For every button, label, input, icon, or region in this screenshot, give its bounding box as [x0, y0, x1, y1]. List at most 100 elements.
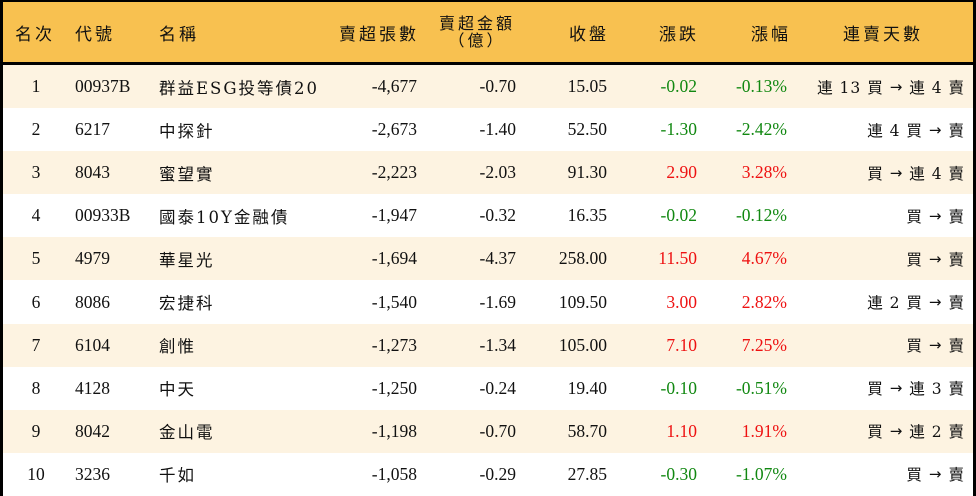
close-cell: 91.30	[567, 162, 607, 183]
net-sell-lots-cell: -1,250	[371, 377, 417, 398]
change-cell: 11.50	[658, 248, 697, 269]
net-sell-lots-cell: -1,947	[371, 205, 417, 226]
rank-cell: 4	[31, 205, 41, 226]
net-sell-amount-cell: -0.32	[479, 205, 516, 226]
change-cell: 7.10	[666, 334, 697, 355]
header-change: 漲跌	[659, 24, 699, 45]
change-cell: -1.30	[660, 119, 697, 140]
streak-to: 賣	[948, 337, 965, 356]
streak-from: 買	[867, 164, 884, 183]
header-close: 收盤	[569, 24, 609, 45]
change-cell: 2.90	[666, 162, 697, 183]
arrow-right-icon: →	[889, 379, 904, 398]
streak-to: 賣	[948, 250, 965, 269]
header-code: 代號	[75, 24, 115, 45]
table-row: 9 8042 金山電 -1,198 -0.70 58.70 1.10 1.91%…	[3, 409, 973, 453]
change-cell: -0.02	[660, 205, 697, 226]
close-cell: 15.05	[567, 76, 607, 97]
change-pct-cell: -0.12%	[735, 205, 787, 226]
streak-cell: 買 → 連 3 賣	[793, 367, 965, 410]
rank-cell: 3	[31, 162, 41, 183]
close-cell: 16.35	[567, 205, 607, 226]
table-row: 7 6104 創惟 -1,273 -1.34 105.00 7.10 7.25%…	[3, 323, 973, 367]
code-cell: 6104	[75, 334, 110, 355]
net-sell-amount-cell: -1.40	[479, 119, 516, 140]
code-cell: 6217	[75, 119, 110, 140]
header-change-pct: 漲幅	[751, 24, 791, 45]
code-cell: 3236	[75, 463, 110, 484]
change-cell: -0.30	[660, 463, 697, 484]
name-cell: 金山電	[159, 423, 215, 443]
name-cell: 群益ESG投等債20	[159, 78, 320, 98]
code-cell: 8086	[75, 291, 110, 312]
net-sell-amount-cell: -1.69	[479, 291, 516, 312]
streak-cell: 連 13 買 → 連 4 賣	[793, 65, 965, 108]
header-streak: 連賣天數	[843, 24, 923, 45]
net-sell-amount-cell: -0.70	[479, 76, 516, 97]
streak-to: 連 4 賣	[909, 78, 965, 97]
streak-cell: 買 → 賣	[793, 453, 965, 496]
streak-from: 買	[867, 380, 884, 399]
streak-to: 連 3 賣	[909, 380, 965, 399]
streak-cell: 連 4 買 → 賣	[793, 108, 965, 151]
table-row: 1 00937B 群益ESG投等債20 -4,677 -0.70 15.05 -…	[3, 65, 973, 109]
streak-from: 買	[867, 423, 884, 442]
name-cell: 創惟	[159, 337, 196, 357]
streak-to: 賣	[948, 466, 965, 485]
net-sell-lots-cell: -1,694	[371, 248, 417, 269]
name-cell: 國泰10Y金融債	[159, 207, 290, 227]
net-sell-lots-cell: -1,198	[371, 420, 417, 441]
rank-cell: 9	[31, 420, 41, 441]
code-cell: 8042	[75, 420, 110, 441]
net-sell-lots-cell: -1,058	[371, 463, 417, 484]
close-cell: 58.70	[567, 420, 607, 441]
table-body: 1 00937B 群益ESG投等債20 -4,677 -0.70 15.05 -…	[3, 65, 973, 496]
code-cell: 00933B	[75, 205, 131, 226]
close-cell: 27.85	[567, 463, 607, 484]
arrow-right-icon: →	[928, 465, 943, 484]
table-header: 名次 代號 名稱 賣超張數 賣超金額 （億） 收盤 漲跌 漲幅 連賣天數	[3, 2, 973, 65]
close-cell: 52.50	[567, 119, 607, 140]
arrow-right-icon: →	[889, 163, 904, 182]
change-pct-cell: -0.13%	[735, 76, 787, 97]
change-pct-cell: -0.51%	[735, 377, 787, 398]
rank-cell: 6	[31, 291, 41, 312]
streak-cell: 連 2 買 → 賣	[793, 280, 965, 323]
change-pct-cell: 2.82%	[741, 291, 787, 312]
change-pct-cell: 7.25%	[741, 334, 787, 355]
streak-to: 賣	[948, 294, 965, 313]
streak-from: 買	[906, 207, 923, 226]
streak-from: 買	[906, 250, 923, 269]
header-net-sell-lots: 賣超張數	[339, 24, 419, 45]
code-cell: 8043	[75, 162, 110, 183]
name-cell: 宏捷科	[159, 294, 215, 314]
close-cell: 109.50	[558, 291, 607, 312]
header-net-sell-amount-line1: 賣超金額	[438, 14, 515, 33]
change-pct-cell: 1.91%	[741, 420, 787, 441]
change-cell: 1.10	[666, 420, 697, 441]
close-cell: 258.00	[558, 248, 607, 269]
table-row: 4 00933B 國泰10Y金融債 -1,947 -0.32 16.35 -0.…	[3, 194, 973, 238]
table-row: 5 4979 華星光 -1,694 -4.37 258.00 11.50 4.6…	[3, 237, 973, 281]
net-sell-amount-cell: -0.29	[479, 463, 516, 484]
rank-cell: 5	[31, 248, 41, 269]
arrow-right-icon: →	[928, 120, 943, 139]
name-cell: 蜜望實	[159, 164, 215, 184]
table-row: 10 3236 千如 -1,058 -0.29 27.85 -0.30 -1.0…	[3, 452, 973, 496]
streak-cell: 買 → 連 4 賣	[793, 151, 965, 194]
arrow-right-icon: →	[928, 206, 943, 225]
arrow-right-icon: →	[928, 336, 943, 355]
change-cell: 3.00	[666, 291, 697, 312]
streak-to: 賣	[948, 207, 965, 226]
streak-to: 連 2 賣	[909, 423, 965, 442]
name-cell: 中天	[159, 380, 196, 400]
streak-cell: 買 → 賣	[793, 324, 965, 367]
change-pct-cell: -2.42%	[735, 119, 787, 140]
streak-cell: 買 → 賣	[793, 194, 965, 237]
change-pct-cell: 3.28%	[741, 162, 787, 183]
header-name: 名稱	[159, 24, 199, 45]
streak-from: 買	[906, 466, 923, 485]
net-sell-lots-cell: -2,673	[371, 119, 417, 140]
rank-cell: 2	[31, 119, 41, 140]
